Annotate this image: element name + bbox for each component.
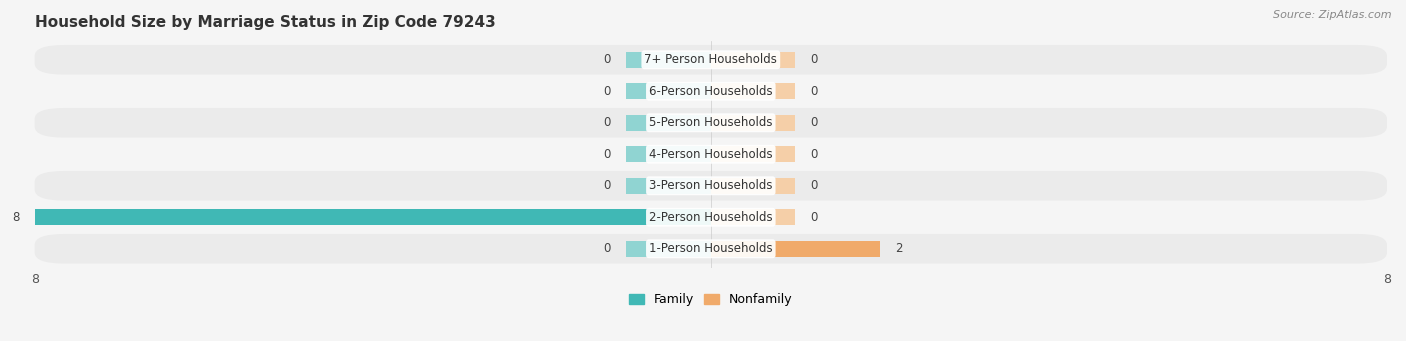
Text: 0: 0 bbox=[603, 116, 612, 129]
FancyBboxPatch shape bbox=[35, 203, 1386, 232]
Bar bbox=[626, 241, 711, 257]
Legend: Family, Nonfamily: Family, Nonfamily bbox=[624, 288, 797, 311]
Bar bbox=[626, 146, 711, 162]
FancyBboxPatch shape bbox=[35, 139, 1386, 169]
Text: 0: 0 bbox=[603, 53, 612, 66]
FancyBboxPatch shape bbox=[35, 171, 1386, 201]
Text: Household Size by Marriage Status in Zip Code 79243: Household Size by Marriage Status in Zip… bbox=[35, 15, 495, 30]
Text: 2-Person Households: 2-Person Households bbox=[650, 211, 773, 224]
Bar bbox=[711, 209, 796, 225]
Text: 4-Person Households: 4-Person Households bbox=[650, 148, 773, 161]
Text: 0: 0 bbox=[603, 179, 612, 192]
Bar bbox=[711, 83, 796, 100]
Text: 0: 0 bbox=[810, 116, 818, 129]
Text: 0: 0 bbox=[810, 179, 818, 192]
Text: Source: ZipAtlas.com: Source: ZipAtlas.com bbox=[1274, 10, 1392, 20]
Bar bbox=[711, 241, 880, 257]
Text: 0: 0 bbox=[810, 148, 818, 161]
Bar bbox=[626, 83, 711, 100]
Text: 0: 0 bbox=[810, 53, 818, 66]
Bar bbox=[626, 115, 711, 131]
Text: 0: 0 bbox=[603, 148, 612, 161]
Text: 0: 0 bbox=[603, 85, 612, 98]
FancyBboxPatch shape bbox=[35, 108, 1386, 137]
Bar bbox=[711, 115, 796, 131]
Bar bbox=[711, 51, 796, 68]
Text: 8: 8 bbox=[13, 211, 20, 224]
Bar bbox=[626, 51, 711, 68]
Bar bbox=[35, 209, 711, 225]
FancyBboxPatch shape bbox=[35, 45, 1386, 75]
Text: 0: 0 bbox=[810, 85, 818, 98]
Bar bbox=[711, 178, 796, 194]
FancyBboxPatch shape bbox=[35, 76, 1386, 106]
Text: 7+ Person Households: 7+ Person Households bbox=[644, 53, 778, 66]
Bar bbox=[711, 146, 796, 162]
FancyBboxPatch shape bbox=[35, 234, 1386, 264]
Text: 6-Person Households: 6-Person Households bbox=[650, 85, 773, 98]
Text: 3-Person Households: 3-Person Households bbox=[650, 179, 772, 192]
Text: 0: 0 bbox=[603, 242, 612, 255]
Text: 2: 2 bbox=[896, 242, 903, 255]
Text: 0: 0 bbox=[810, 211, 818, 224]
Text: 5-Person Households: 5-Person Households bbox=[650, 116, 772, 129]
Bar bbox=[626, 178, 711, 194]
Text: 1-Person Households: 1-Person Households bbox=[650, 242, 773, 255]
